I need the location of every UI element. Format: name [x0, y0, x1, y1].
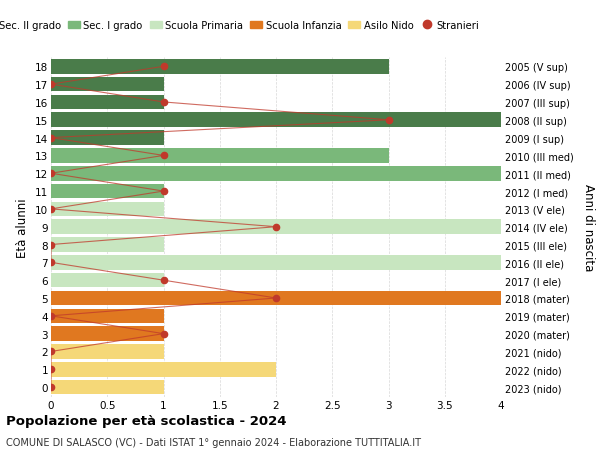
Bar [51, 291, 501, 306]
Y-axis label: Anni di nascita: Anni di nascita [582, 184, 595, 271]
Bar [51, 167, 501, 181]
Bar [51, 344, 163, 359]
Bar [51, 273, 163, 288]
Bar [51, 95, 163, 110]
Bar [51, 238, 163, 252]
Text: COMUNE DI SALASCO (VC) - Dati ISTAT 1° gennaio 2024 - Elaborazione TUTTITALIA.IT: COMUNE DI SALASCO (VC) - Dati ISTAT 1° g… [6, 437, 421, 447]
Bar [51, 113, 501, 128]
Bar [51, 149, 389, 163]
Bar [51, 60, 389, 74]
Bar [51, 185, 163, 199]
Legend: Sec. II grado, Sec. I grado, Scuola Primaria, Scuola Infanzia, Asilo Nido, Stran: Sec. II grado, Sec. I grado, Scuola Prim… [0, 17, 483, 34]
Bar [51, 362, 276, 377]
Bar [51, 78, 163, 92]
Bar [51, 309, 163, 324]
Bar [51, 256, 501, 270]
Bar [51, 131, 163, 146]
Bar [51, 327, 163, 341]
Text: Popolazione per età scolastica - 2024: Popolazione per età scolastica - 2024 [6, 414, 287, 427]
Bar [51, 220, 501, 235]
Y-axis label: Età alunni: Età alunni [16, 197, 29, 257]
Bar [51, 380, 163, 395]
Bar [51, 202, 163, 217]
